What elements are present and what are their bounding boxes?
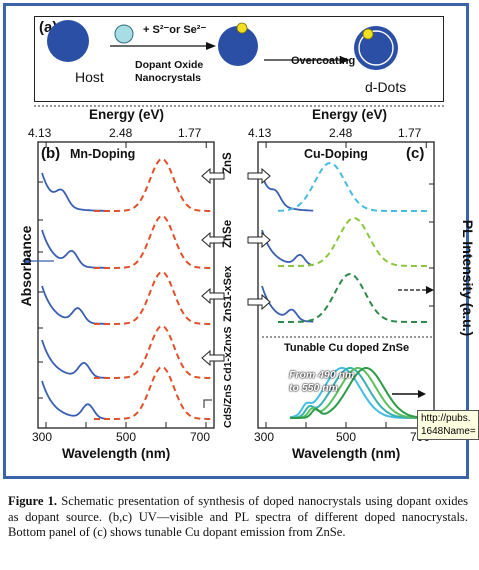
figure-caption: Figure 1. Schematic presentation of synt…	[8, 494, 468, 541]
c-top-axis-title: Energy (eV)	[312, 107, 388, 122]
dopant-oxide-label-2: Nanocrystals	[135, 72, 201, 84]
ddots-label: d-Dots	[365, 79, 407, 95]
b-bottom-tick-2: 500	[116, 430, 137, 444]
mn-absorbance-4	[41, 380, 107, 420]
overcoating-label: Overcoating	[291, 55, 356, 67]
mn-absorbance-3	[41, 339, 106, 379]
mn-absorbance-0	[41, 172, 106, 212]
tunable-title: Tunable Cu doped ZnSe	[284, 342, 410, 354]
cu-pl-2	[278, 272, 430, 323]
dopant-oxide-label-1: Dopant Oxide	[135, 59, 204, 71]
b-top-axis-title: Energy (eV)	[89, 107, 165, 122]
c-xlabel: Wavelength (nm)	[292, 446, 401, 461]
ddot-dopant	[362, 28, 374, 40]
connector-right-0	[247, 167, 271, 185]
material-zns: ZnS	[222, 152, 234, 174]
cu-absorbance-1	[261, 229, 314, 267]
tooltip-line-2: 1648Name=	[421, 426, 476, 437]
c-top-tick-3: 1.77	[398, 126, 422, 140]
connector-left-0	[201, 167, 225, 185]
mn-pl-2	[94, 271, 211, 325]
mn-pl-3	[94, 325, 211, 379]
tunable-range-1: From 490 nm	[289, 369, 355, 381]
pl-arrow-head	[426, 286, 434, 294]
reagent-label: + S²⁻or Se²⁻	[143, 24, 207, 36]
url-tooltip: http://pubs. 1648Name=	[417, 410, 479, 440]
cu-pl-1	[278, 217, 430, 267]
panel-a-schematic: (a) Host + S²⁻or Se²⁻ Dopant Oxide Nanoc…	[34, 16, 444, 102]
panel-c-title: Cu-Doping	[304, 147, 368, 161]
b-top-tick-1: 4.13	[28, 126, 52, 140]
ddot-core	[354, 26, 398, 70]
cu-pl-0	[277, 162, 430, 212]
connector-right-1	[247, 231, 271, 249]
connector-left-2	[201, 287, 225, 305]
b-top-tick-3: 1.77	[178, 126, 202, 140]
tooltip-line-1: http://pubs.	[421, 413, 471, 424]
tunable-arrow-head	[418, 390, 426, 398]
absorbance-arrow-head	[22, 257, 30, 265]
figure-frame: (a) Host + S²⁻or Se²⁻ Dopant Oxide Nanoc…	[3, 3, 476, 479]
panel-b-curves	[41, 158, 211, 420]
connector-right-2	[247, 293, 271, 311]
cu-absorbance-0	[261, 174, 314, 212]
ddot-shell	[358, 30, 394, 66]
dopant-dot	[236, 22, 248, 34]
mn-absorbance-2	[41, 285, 106, 325]
c-ylabel: PL Intensity (a.u.)	[460, 219, 476, 337]
mn-pl-0	[94, 158, 211, 212]
b-bottom-tick-1: 300	[32, 430, 53, 444]
tunable-range-2: to 550 nm	[289, 382, 339, 394]
caption-label: Figure 1.	[8, 494, 58, 508]
c-bottom-tick-2: 500	[336, 430, 357, 444]
panel-c-label: (c)	[406, 145, 425, 162]
cu-absorbance-2	[261, 285, 314, 323]
b-ylabel: Absorbance	[18, 225, 34, 307]
caption-text: Schematic presentation of synthesis of d…	[8, 494, 468, 540]
arrow-2-head	[340, 56, 350, 64]
mn-pl-1	[94, 215, 211, 269]
connector-left-3	[201, 349, 225, 367]
c-bottom-tick-1: 300	[254, 430, 275, 444]
material-cds-zns: CdS/ZnS Cd1-xZnxS	[222, 326, 234, 428]
panel-b-ticks	[38, 142, 207, 428]
connector-hook	[203, 399, 212, 408]
tunable-pl-3	[290, 367, 431, 419]
material-znse: ZnSe	[222, 219, 234, 248]
arrow-1-head	[206, 42, 216, 50]
figure-graphics	[22, 20, 446, 429]
tunable-pl-2	[289, 367, 431, 419]
b-top-tick-2: 2.48	[109, 126, 133, 140]
panel-c-curves	[261, 162, 431, 419]
c-top-tick-2: 2.48	[329, 126, 353, 140]
mn-absorbance-1	[41, 229, 106, 269]
material-znsse: ZnS1-xSex	[222, 265, 234, 322]
host-nanocrystal	[47, 20, 89, 62]
c-top-tick-1: 4.13	[248, 126, 272, 140]
b-bottom-tick-3: 700	[190, 430, 211, 444]
panel-b-label: (b)	[41, 145, 61, 162]
connector-arrows	[201, 167, 271, 408]
mn-pl-4	[94, 366, 211, 420]
host-label: Host	[75, 69, 104, 85]
b-xlabel: Wavelength (nm)	[62, 446, 171, 461]
connector-left-1	[201, 231, 225, 249]
panel-b-axes	[37, 141, 215, 429]
dopant-oxide-nanocrystal	[114, 24, 134, 44]
panel-b-title: Mn-Doping	[70, 147, 136, 161]
doped-nanocrystal	[218, 26, 258, 66]
